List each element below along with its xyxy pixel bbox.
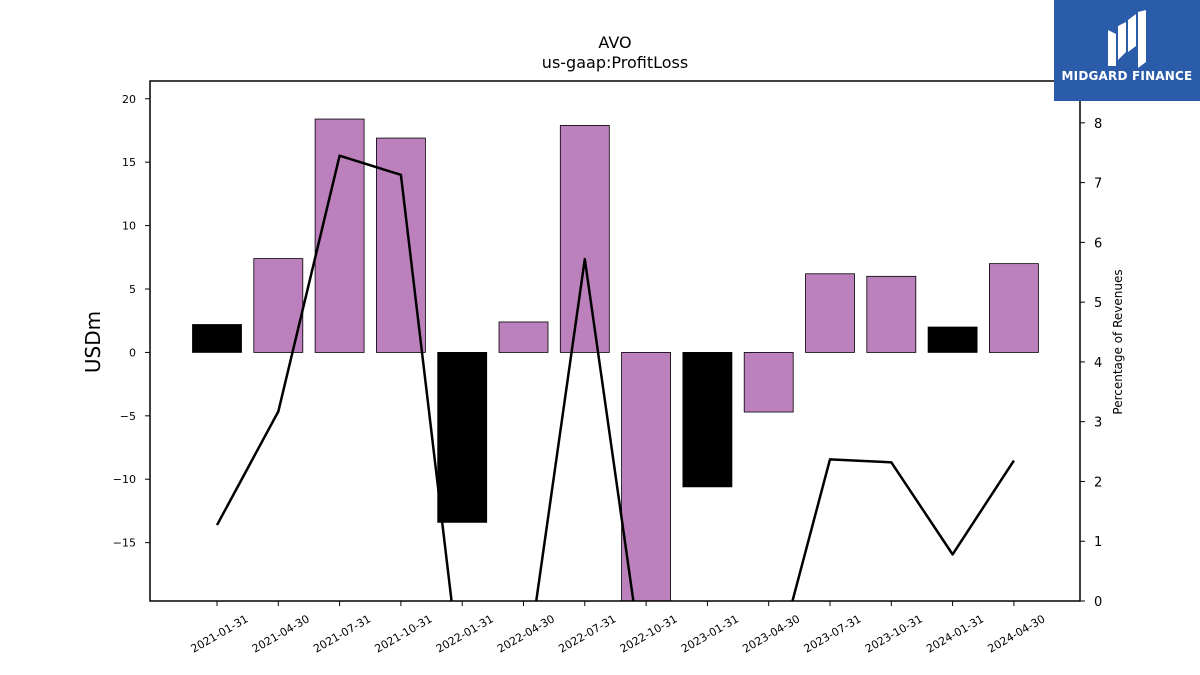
y2-axis-label: Percentage of Revenues	[1111, 269, 1125, 414]
y2-tick-label-8: 8	[1094, 117, 1102, 132]
x-tick-label-2023-07-31: 2023-07-31	[802, 612, 864, 655]
x-tick-label-2022-07-31: 2022-07-31	[556, 612, 618, 655]
bar-2022-07-31	[559, 124, 610, 353]
bar-2022-10-31	[621, 352, 671, 602]
y-axis-label: USDm	[81, 311, 105, 373]
x-tick-label-2024-04-30: 2024-04-30	[986, 612, 1048, 655]
line-group	[215, 154, 1015, 601]
y2-tick-label-6: 6	[1094, 236, 1102, 251]
x-tick-label-2021-04-30: 2021-04-30	[250, 612, 312, 655]
bar-2023-04-30	[743, 352, 794, 413]
x-tick-label-2023-04-30: 2023-04-30	[740, 612, 802, 655]
logo-text: MIDGARD FINANCE	[1061, 69, 1193, 83]
x-tick-label-2021-01-31: 2021-01-31	[189, 612, 251, 655]
y2-tick-label-7: 7	[1094, 177, 1102, 192]
x-tick-label-2022-04-30: 2022-04-30	[495, 612, 557, 655]
bar-2021-01-31	[192, 324, 242, 353]
bar-2022-04-30	[498, 321, 549, 353]
y2-tick-label-2: 2	[1094, 475, 1102, 490]
y2-tick-label-0: 0	[1094, 595, 1102, 610]
x-tick-label-2022-10-31: 2022-10-31	[618, 612, 680, 655]
y-tick-label--15: −15	[113, 537, 136, 550]
bar-2021-07-31	[314, 118, 365, 353]
midgard-logo-icon	[1108, 10, 1146, 68]
y-tick-label--10: −10	[113, 473, 136, 486]
midgard-finance-logo: MIDGARD FINANCE	[1054, 0, 1200, 101]
x-tick-label-2022-01-31: 2022-01-31	[434, 612, 496, 655]
y2-tick-label-4: 4	[1094, 356, 1102, 371]
y-tick-label-15: 15	[122, 156, 136, 169]
y-tick-label-0: 0	[129, 346, 136, 359]
y2-tick-label-3: 3	[1094, 416, 1102, 431]
plot-frame	[149, 80, 1081, 602]
chart-title: AVO	[598, 33, 631, 52]
y2-tick-label-1: 1	[1094, 535, 1102, 550]
y-tick-label-20: 20	[122, 93, 136, 106]
y2-tick-label-5: 5	[1094, 296, 1102, 311]
x-tick-label-2021-10-31: 2021-10-31	[373, 612, 435, 655]
bar-2024-01-31	[927, 326, 978, 353]
x-tick-label-2023-01-31: 2023-01-31	[679, 612, 741, 655]
bar-2023-10-31	[866, 275, 917, 353]
x-tick-label-2023-10-31: 2023-10-31	[863, 612, 925, 655]
bar-2022-01-31	[437, 352, 488, 523]
bar-2021-04-30	[253, 258, 304, 353]
chart-subtitle: us-gaap:ProfitLoss	[542, 53, 688, 72]
x-tick-label-2024-01-31: 2024-01-31	[924, 612, 986, 655]
y-tick-label-10: 10	[122, 220, 136, 233]
x-tick-label-2021-07-31: 2021-07-31	[311, 612, 373, 655]
bars-group	[192, 118, 1039, 602]
y-tick-label-5: 5	[129, 283, 136, 296]
line-series-percentage-of-revenues	[215, 154, 1015, 601]
y-tick-label--5: −5	[120, 410, 136, 423]
bar-2023-01-31	[682, 352, 733, 488]
bar-2023-07-31	[805, 273, 855, 353]
bar-2024-04-30	[989, 263, 1039, 353]
